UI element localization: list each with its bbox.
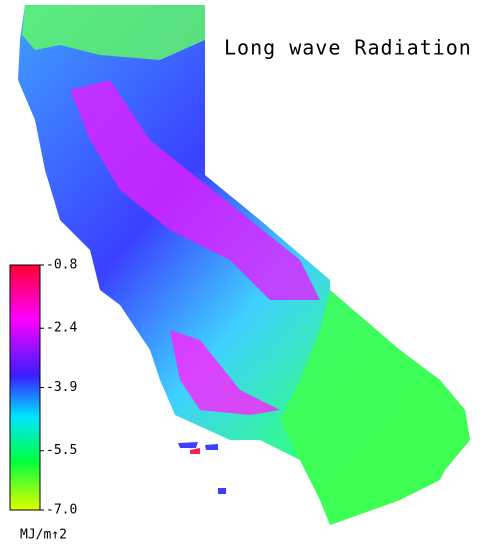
colorbar bbox=[9, 264, 41, 511]
region bbox=[280, 290, 470, 525]
island bbox=[218, 488, 226, 494]
region bbox=[70, 80, 320, 300]
island bbox=[205, 444, 218, 450]
colorbar-tick-label: -2.4 bbox=[46, 321, 77, 336]
map-title: Long wave Radiation bbox=[224, 36, 472, 60]
island bbox=[178, 442, 198, 448]
region bbox=[22, 5, 205, 60]
colorbar-unit: MJ/m↑2 bbox=[20, 528, 67, 543]
colorbar-tick-label: -7.0 bbox=[46, 503, 77, 518]
colorbar-tick-label: -0.8 bbox=[46, 258, 77, 273]
region bbox=[170, 330, 280, 415]
colorbar-tick-label: -5.5 bbox=[46, 443, 77, 458]
colorbar-tick-label: -3.9 bbox=[46, 380, 77, 395]
island bbox=[190, 448, 200, 454]
